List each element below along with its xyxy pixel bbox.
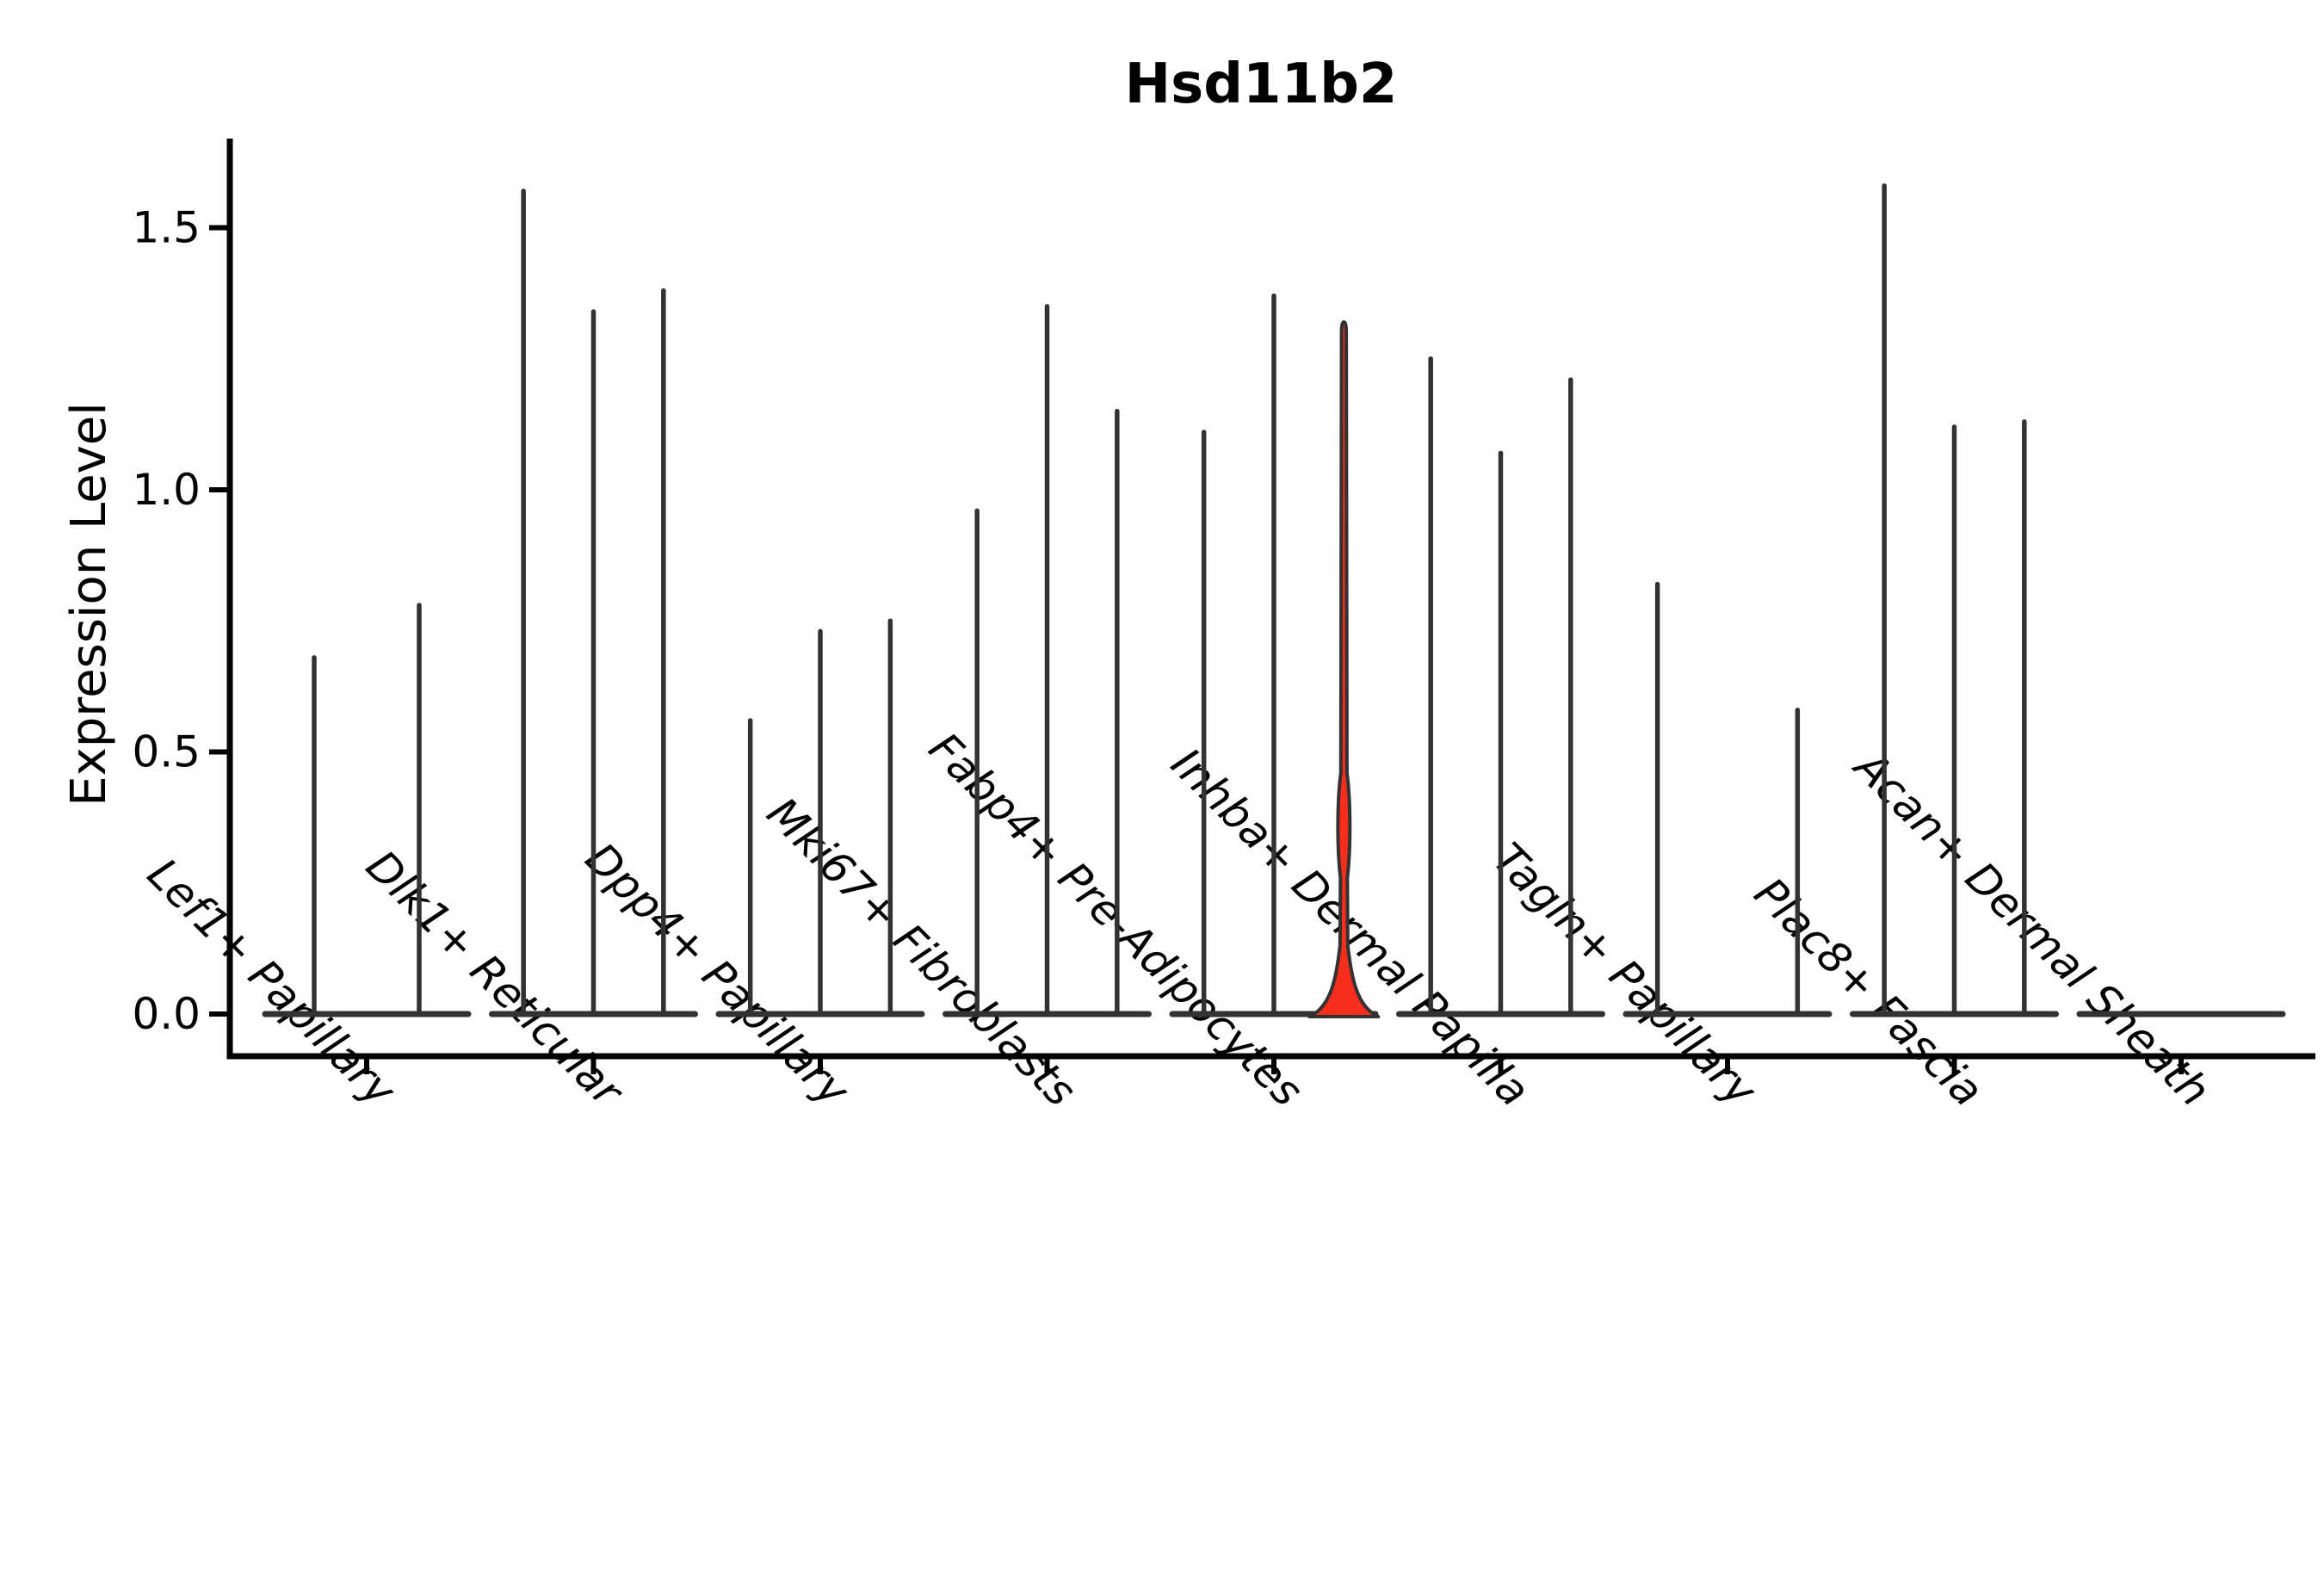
violin-plot-figure: Hsd11b2 Expression Level 0.0 0.5 1.0 1.5 Lef… <box>34 14 2324 1563</box>
chart-title: Hsd11b2 <box>1125 53 1398 116</box>
y-axis-label: Expression Level <box>61 402 117 807</box>
x-tick-label: Lef1+ Papillary <box>138 849 405 1116</box>
y-tick-label: 0.5 <box>132 727 201 777</box>
y-tick-label: 1.5 <box>132 203 201 253</box>
x-tick-label: Acan+ Dermal Sheath <box>1844 740 2220 1116</box>
y-tick-label: 1.0 <box>132 465 201 515</box>
chart-canvas: Hsd11b2 Expression Level 0.0 0.5 1.0 1.5 Lef… <box>61 53 2315 1118</box>
highlighted-violin <box>1307 320 1381 1018</box>
y-tick-label: 0.0 <box>132 989 201 1039</box>
